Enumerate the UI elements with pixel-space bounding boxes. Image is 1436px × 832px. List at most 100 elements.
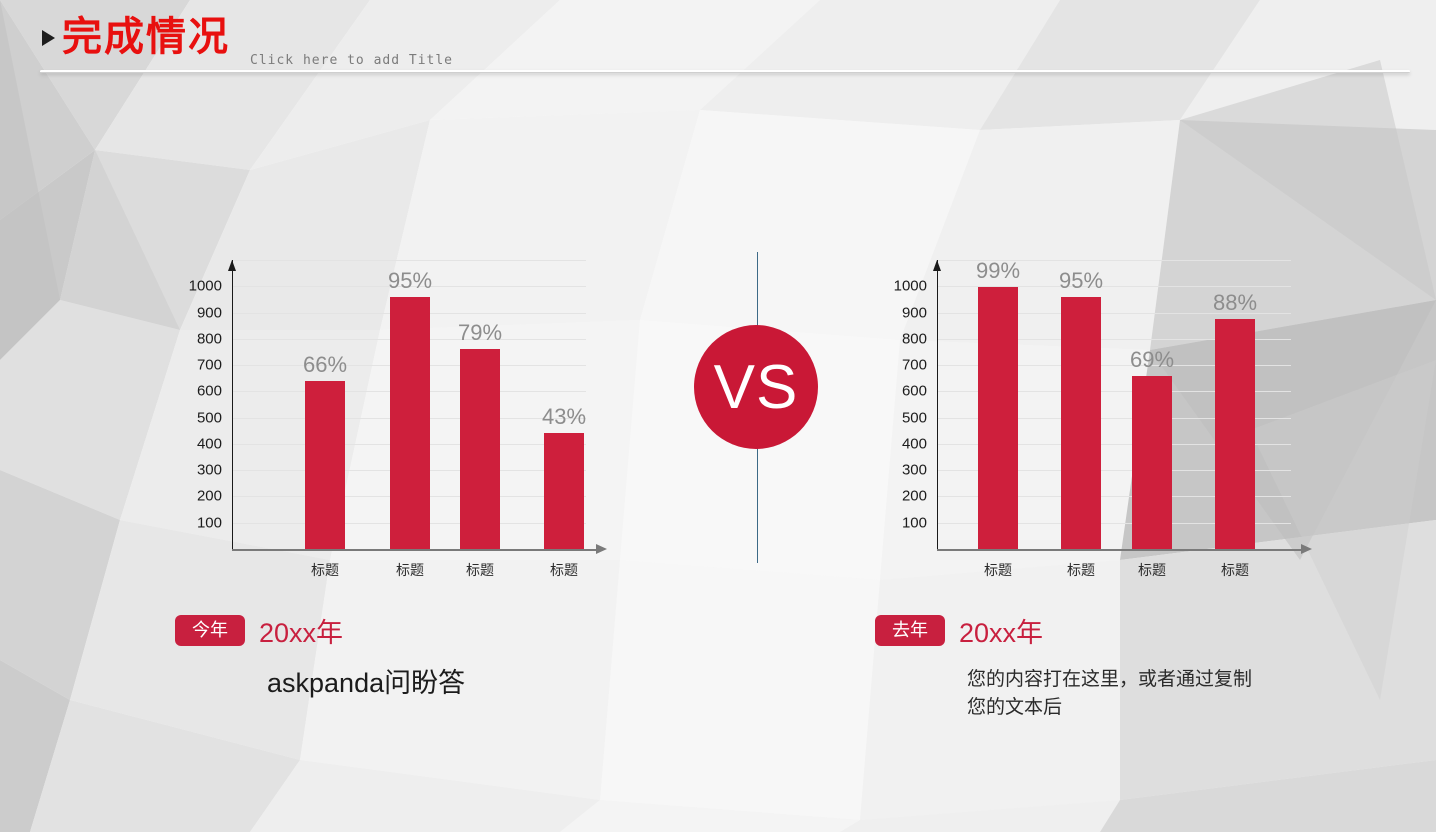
- y-tick-label: 900: [196, 304, 222, 322]
- y-tick-label: 200: [196, 487, 222, 505]
- bar-value-label: 95%: [1058, 268, 1104, 294]
- bar-column: 95%: [1059, 268, 1103, 549]
- page-subtitle: Click here to add Title: [250, 53, 454, 68]
- x-axis-left: [232, 549, 600, 551]
- y-tick-label: 800: [196, 330, 222, 348]
- y-axis-left: [228, 260, 236, 550]
- gridline: [937, 470, 1291, 472]
- bar: [1132, 375, 1172, 549]
- bar-column: 69%: [1130, 347, 1174, 549]
- gridline: [937, 286, 1291, 288]
- y-tick-label: 900: [901, 304, 927, 322]
- y-tick-label: 600: [196, 382, 222, 400]
- caption-row-left: 今年 20xx年: [175, 611, 615, 650]
- x-axis-arrow-icon: [596, 544, 607, 554]
- x-category-label: 标题: [1067, 562, 1095, 578]
- y-tick-label: 300: [901, 461, 927, 479]
- triangle-right-icon: [42, 30, 55, 46]
- bar-value-label: 43%: [541, 403, 587, 429]
- y-tick-label: 400: [196, 435, 222, 453]
- bar: [1215, 319, 1255, 549]
- y-tick-label: 500: [901, 409, 927, 427]
- slide-header: 完成情况 Click here to add Title: [0, 0, 1436, 90]
- x-category-label: 标题: [550, 562, 578, 578]
- y-tick-label: 700: [901, 356, 927, 374]
- x-category-label: 标题: [984, 562, 1012, 578]
- bar-column: 66%: [303, 352, 347, 549]
- caption-this-year: 今年 20xx年 askpanda问盼答: [175, 611, 615, 703]
- page-title: 完成情况: [62, 13, 230, 60]
- bar: [544, 432, 584, 549]
- y-tick-label: 400: [901, 435, 927, 453]
- bar: [978, 286, 1018, 549]
- bar-value-label: 79%: [457, 320, 503, 346]
- bar: [390, 297, 430, 549]
- badge-this-year: 今年: [175, 615, 245, 646]
- bar-column: 95%: [388, 268, 432, 549]
- x-category-label: 标题: [1138, 562, 1166, 578]
- bar: [1061, 297, 1101, 549]
- y-tick-label: 700: [196, 356, 222, 374]
- badge-last-year: 去年: [875, 615, 945, 646]
- bar-value-label: 69%: [1129, 346, 1175, 372]
- gridline: [937, 417, 1291, 419]
- chart-this-year: 1000 900 800 700 600 500 400 300 200 100 66% 标题 95%…: [180, 250, 607, 578]
- x-category-label: 标题: [466, 562, 494, 578]
- bars-right: 99% 标题 95% 标题 69% 标题 88% 标题: [938, 250, 1305, 578]
- x-category-label: 标题: [396, 562, 424, 578]
- gridline: [232, 260, 586, 261]
- gridline: [937, 365, 1291, 367]
- bar-value-label: 99%: [975, 257, 1021, 283]
- gridline: [937, 391, 1291, 393]
- gridline: [937, 312, 1291, 314]
- y-tick-label: 100: [196, 514, 222, 532]
- y-tick-label: 800: [901, 330, 927, 348]
- x-category-label: 标题: [1221, 562, 1249, 578]
- y-tick-label: 200: [901, 487, 927, 505]
- y-tick-label: 1000: [893, 277, 927, 295]
- y-tick-label: 100: [901, 514, 927, 532]
- caption-row-right: 去年 20xx年: [875, 611, 1315, 650]
- y-tick-labels-left: 1000 900 800 700 600 500 400 300 200 100: [180, 250, 276, 550]
- y-tick-label: 600: [901, 382, 927, 400]
- chart-last-year: 1000 900 800 700 600 500 400 300 200 100 99% 标题 95%…: [885, 250, 1312, 578]
- header-divider: [40, 70, 1410, 73]
- gridline: [937, 260, 1291, 261]
- caption-last-year: 去年 20xx年 您的内容打在这里，或者通过复制您的文本后: [875, 611, 1315, 721]
- gridline: [937, 522, 1291, 524]
- gridline: [937, 496, 1291, 498]
- bar-column: 79%: [458, 320, 502, 549]
- bar-value-label: 66%: [302, 351, 348, 377]
- x-category-label: 标题: [311, 562, 339, 578]
- bar: [305, 380, 345, 549]
- x-axis-arrow-icon: [1301, 544, 1312, 554]
- bar-column: 99%: [976, 258, 1020, 549]
- bar-column: 43%: [542, 404, 586, 549]
- y-axis-right: [933, 260, 941, 550]
- vs-badge: VS: [694, 325, 818, 449]
- plot-area-right: 1000 900 800 700 600 500 400 300 200 100 99% 标题 95%…: [894, 250, 1312, 578]
- x-axis-right: [937, 549, 1305, 551]
- bars-left: 66% 标题 95% 标题 79% 标题 43% 标题: [233, 250, 600, 578]
- gridline: [937, 443, 1291, 445]
- plot-area-left: 1000 900 800 700 600 500 400 300 200 100 66% 标题 95%…: [189, 250, 607, 578]
- y-tick-label: 500: [196, 409, 222, 427]
- bar-value-label: 88%: [1212, 290, 1258, 316]
- bar-column: 88%: [1213, 290, 1257, 549]
- year-label-right: 20xx年: [959, 618, 1044, 648]
- gridline: [937, 338, 1291, 340]
- gridline: [232, 286, 586, 288]
- gridlines-right: [937, 258, 1291, 550]
- y-axis-arrow-icon: [933, 260, 941, 271]
- caption-body-left: askpanda问盼答: [267, 668, 466, 698]
- y-tick-labels-right: 1000 900 800 700 600 500 400 300 200 100: [885, 250, 981, 550]
- bar-value-label: 95%: [387, 268, 433, 294]
- y-tick-label: 1000: [188, 277, 222, 295]
- bar: [460, 349, 500, 549]
- y-tick-label: 300: [196, 461, 222, 479]
- y-axis-arrow-icon: [228, 260, 236, 271]
- year-label-left: 20xx年: [259, 618, 344, 648]
